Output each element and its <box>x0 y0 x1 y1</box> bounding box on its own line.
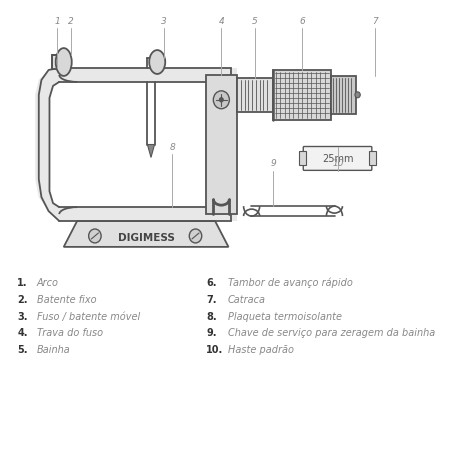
Text: 10: 10 <box>331 159 343 168</box>
Polygon shape <box>59 207 230 222</box>
Text: Chave de serviço para zeragem da bainha: Chave de serviço para zeragem da bainha <box>227 328 434 338</box>
Text: Trava do fuso: Trava do fuso <box>37 328 103 338</box>
Text: 10.: 10. <box>206 345 223 354</box>
Text: Catraca: Catraca <box>227 294 265 304</box>
Bar <box>369 152 375 166</box>
Text: Tambor de avanço rápido: Tambor de avanço rápido <box>227 277 352 288</box>
Text: 1.: 1. <box>17 277 28 287</box>
Text: 1: 1 <box>55 17 60 26</box>
Circle shape <box>89 230 101 243</box>
Text: Plaqueta termoisolante: Plaqueta termoisolante <box>227 311 341 321</box>
Text: DIGIMESS: DIGIMESS <box>118 232 174 242</box>
Text: 3: 3 <box>161 17 167 26</box>
Polygon shape <box>35 69 59 222</box>
Text: Arco: Arco <box>37 277 59 287</box>
Text: 3.: 3. <box>17 311 28 321</box>
Bar <box>52 56 64 70</box>
FancyBboxPatch shape <box>302 147 371 171</box>
Text: 4: 4 <box>218 17 224 26</box>
Polygon shape <box>64 222 228 247</box>
Bar <box>230 69 237 222</box>
Circle shape <box>189 230 202 243</box>
Text: 25mm: 25mm <box>321 154 353 164</box>
Text: 7: 7 <box>372 17 377 26</box>
Circle shape <box>354 93 359 99</box>
Polygon shape <box>59 69 230 83</box>
Text: Bainha: Bainha <box>37 345 71 354</box>
Text: 4.: 4. <box>17 328 28 338</box>
Text: 7.: 7. <box>206 294 216 304</box>
Text: Fuso / batente móvel: Fuso / batente móvel <box>37 311 140 321</box>
Text: 2: 2 <box>68 17 73 26</box>
Text: 9: 9 <box>269 159 275 168</box>
Text: Haste padrão: Haste padrão <box>227 345 293 354</box>
Circle shape <box>213 92 229 110</box>
Text: Batente fixo: Batente fixo <box>37 294 96 304</box>
Bar <box>237 79 272 112</box>
Text: 8: 8 <box>169 143 175 152</box>
Ellipse shape <box>149 51 165 75</box>
Text: 6: 6 <box>299 17 305 26</box>
Polygon shape <box>147 145 154 158</box>
Text: 5.: 5. <box>17 345 28 354</box>
Bar <box>206 76 237 215</box>
Bar <box>272 71 330 120</box>
Circle shape <box>219 99 223 102</box>
Text: 8.: 8. <box>206 311 216 321</box>
Bar <box>330 77 355 114</box>
Bar <box>298 152 305 166</box>
Text: 9.: 9. <box>206 328 216 338</box>
Text: 2.: 2. <box>17 294 28 304</box>
Text: 5: 5 <box>252 17 257 26</box>
Ellipse shape <box>56 49 72 77</box>
Text: 6.: 6. <box>206 277 216 287</box>
